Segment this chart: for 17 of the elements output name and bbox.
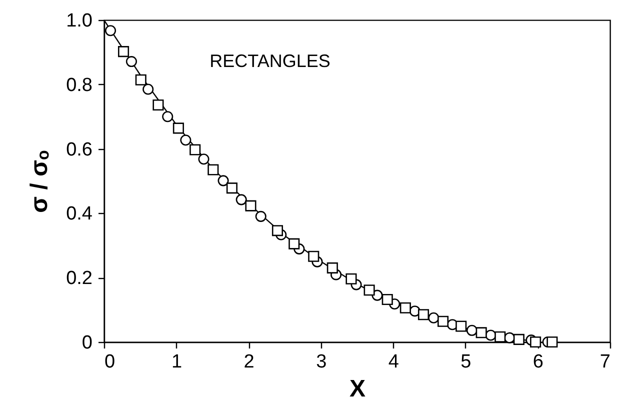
x-tick-label: 0 xyxy=(104,352,116,372)
x-tick-label: 2 xyxy=(244,352,254,372)
x-tick-label: 4 xyxy=(388,352,400,372)
x-tick-label: 5 xyxy=(460,352,472,372)
annotation: RECTANGLES xyxy=(210,51,330,71)
y-tick-label: 0.6 xyxy=(66,139,92,160)
y-tick-label: 0 xyxy=(82,332,92,354)
y-tick-label: 0.4 xyxy=(66,204,93,225)
x-tick-label: 3 xyxy=(316,352,327,372)
y-tick-label: 0.8 xyxy=(66,74,92,96)
x-tick-label: 7 xyxy=(600,352,610,372)
y-axis-title: σ / σₒ xyxy=(26,150,54,213)
x-tick-label: 1 xyxy=(171,352,182,372)
x-axis-title: X xyxy=(349,376,366,402)
y-tick-label: 0.2 xyxy=(66,268,92,290)
x-tick-label: 6 xyxy=(532,352,544,372)
y-tick-label: 1.0 xyxy=(66,10,92,32)
